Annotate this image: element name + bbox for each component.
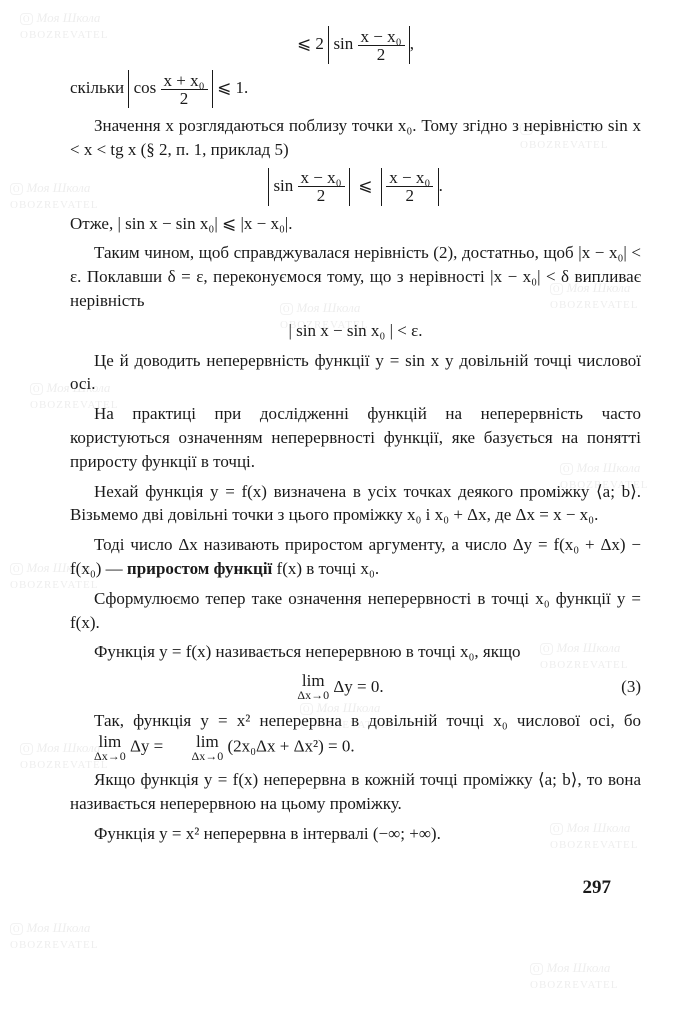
abs-sin-frac: sin x − x₀ 2 [328, 26, 410, 64]
equation-3: lim Δx→0 Δy = 0. (3) [70, 672, 641, 701]
para-6: Тоді число Δx називають приростом аргуме… [70, 533, 641, 581]
para-1: Значення x розглядаються поблизу точки x… [70, 114, 641, 162]
watermark: OМоя ШколаOBOZREVATEL [10, 920, 98, 952]
p9c: (2x₀Δx + Δx²) = 0. [227, 736, 354, 755]
limit-2: lim Δx→0 [70, 733, 126, 762]
frac-cos-den: 2 [161, 90, 208, 107]
page-content: ⩽ 2 sin x − x₀ 2 , скільки cos x + x₀ 2 … [0, 0, 691, 922]
le-2: ⩽ 2 [297, 34, 328, 53]
p9b: Δy = [130, 736, 168, 755]
sin-mid: sin [273, 176, 293, 195]
p6b: приростом функції [127, 559, 272, 578]
equation-sin-diff: | sin x − sin x₀ | < ε. [70, 319, 641, 343]
frac-mr-den: 2 [386, 187, 433, 204]
lim-top-3: lim [168, 733, 224, 750]
cos-label: cos [134, 78, 157, 97]
skilky: скільки [70, 78, 128, 97]
frac-mr-num: x − x₀ [386, 169, 433, 187]
para-2: Таким чином, щоб справджувалася нерівніс… [70, 241, 641, 312]
lim-bot-3: Δx→0 [168, 750, 224, 762]
sin-label: sin [333, 34, 353, 53]
limit-1: lim Δx→0 [297, 672, 329, 701]
otzhe-line: Отже, | sin x − sin x₀| ⩽ |x − x₀|. [70, 212, 641, 236]
abs-right: x − x₀ 2 [381, 168, 439, 206]
para-9: Так, функція y = x² неперервна в довільн… [70, 709, 641, 762]
frac-ml: x − x₀ 2 [298, 169, 345, 204]
para-7: Сформулюємо тепер таке означення неперер… [70, 587, 641, 635]
abs-left: sin x − x₀ 2 [268, 168, 350, 206]
frac-1-num: x − x₀ [358, 28, 405, 46]
frac-ml-num: x − x₀ [298, 169, 345, 187]
frac-1: x − x₀ 2 [358, 28, 405, 63]
frac-ml-den: 2 [298, 187, 345, 204]
oskil-line: скільки cos x + x₀ 2 ⩽ 1. [70, 70, 641, 108]
limit-eq: Δy = 0. [333, 675, 383, 699]
frac-cos: x + x₀ 2 [161, 72, 208, 107]
p9a: Так, функція y = x² неперервна в довільн… [94, 711, 641, 730]
frac-mr: x − x₀ 2 [386, 169, 433, 204]
para-5: Нехай функція y = f(x) визначена в усіх … [70, 480, 641, 528]
lim-bot-2: Δx→0 [70, 750, 126, 762]
abs-cos: cos x + x₀ 2 [128, 70, 212, 108]
equation-middle: sin x − x₀ 2 ⩽ x − x₀ 2 . [70, 168, 641, 206]
frac-cos-num: x + x₀ [161, 72, 208, 90]
frac-1-den: 2 [358, 46, 405, 63]
lim-bot: Δx→0 [297, 689, 329, 701]
para-8: Функція y = f(x) називається неперервною… [70, 640, 641, 664]
para-3: Це й доводить неперервність функції y = … [70, 349, 641, 397]
p6c: f(x) в точці x₀. [272, 559, 379, 578]
watermark: OМоя ШколаOBOZREVATEL [530, 960, 618, 992]
lim-top-2: lim [70, 733, 126, 750]
le-one: ⩽ 1. [217, 78, 248, 97]
para-4: На практиці при дослідженні функцій на н… [70, 402, 641, 473]
lim-top: lim [297, 672, 329, 689]
limit-3: lim Δx→0 [168, 733, 224, 762]
equation-top: ⩽ 2 sin x − x₀ 2 , [70, 26, 641, 64]
page-number: 297 [70, 875, 641, 902]
para-11: Функція y = x² неперервна в інтервалі (−… [70, 822, 641, 846]
para-10: Якщо функція y = f(x) неперервна в кожні… [70, 768, 641, 816]
eq3-label: (3) [384, 675, 641, 699]
